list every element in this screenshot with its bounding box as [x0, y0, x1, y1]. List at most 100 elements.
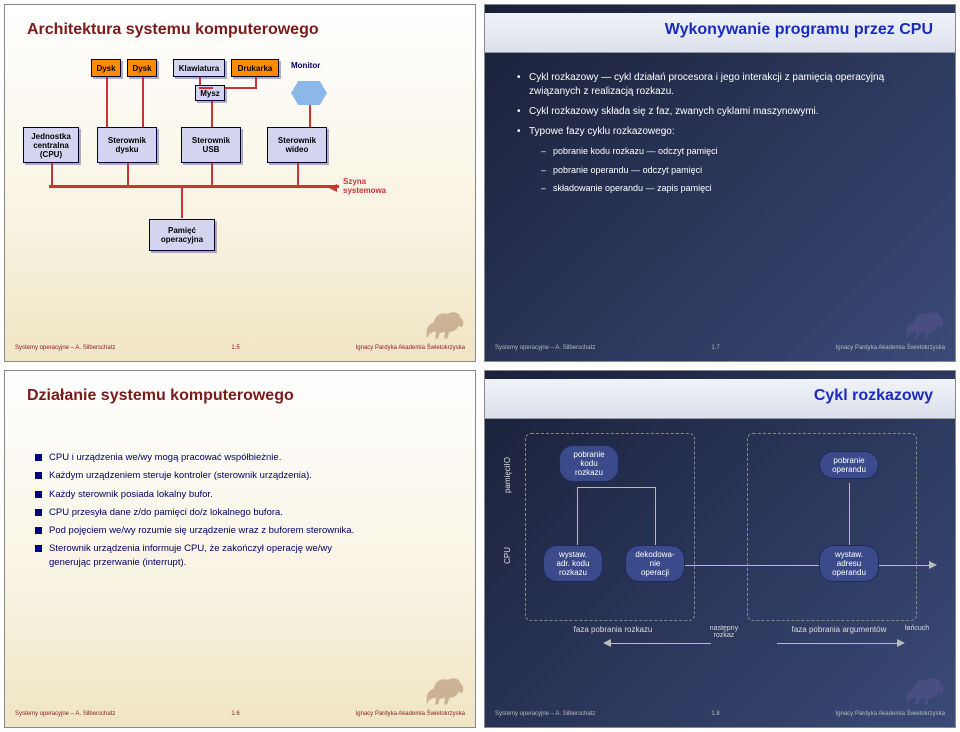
arrowhead [603, 639, 611, 647]
bus-line [49, 185, 339, 188]
line [51, 163, 53, 185]
chain-label: łańcuch [905, 625, 929, 632]
arrowhead [929, 561, 937, 569]
architecture-diagram: Dysk Dysk Klawiatura Drukarka Monitor My… [21, 59, 459, 333]
footer-mid: 1.7 [711, 345, 719, 351]
label-monitor: Monitor [291, 61, 320, 70]
box-dysk1: Dysk [91, 59, 121, 77]
sub-bullet: składowanie operandu — zapis pamięci [541, 182, 923, 195]
line [255, 77, 257, 87]
node-dekodowanie: dekodowa-nieoperacji [625, 545, 685, 582]
footer-left: Systemy operacyjne – A. Silberschatz [15, 345, 115, 351]
slide-content: CPU i urządzenia we/wy mogą pracować wsp… [35, 451, 375, 699]
line [297, 163, 299, 185]
node-pobranie-kodu: pobraniekodurozkazu [559, 445, 619, 482]
node-wystaw-adr-kodu: wystaw.adr. kodurozkazu [543, 545, 603, 582]
footer-mid: 1.6 [231, 711, 239, 717]
arrow [655, 487, 656, 545]
box-cpu: Jednostka centralna (CPU) [23, 127, 79, 163]
footer-left: Systemy operacyjne – A. Silberschatz [15, 711, 115, 717]
line [181, 188, 183, 218]
line [142, 77, 144, 127]
line [309, 105, 311, 127]
slide-instruction-cycle: Cykl rozkazowy pamięciIO CPU pobraniekod… [484, 370, 956, 728]
slide-content: pamięciIO CPU pobraniekodurozkazu pobran… [501, 425, 939, 699]
slide-footer: Systemy operacyjne – A. Silberschatz 1.6… [5, 707, 475, 721]
footer-right: Ignacy Pardyka Akademia Świetokrzyska [356, 345, 465, 351]
footer-right: Ignacy Pardyka Akademia Świetokrzyska [356, 711, 465, 717]
box-klawiatura: Klawiatura [173, 59, 225, 77]
arrow [577, 487, 578, 545]
phase-right-label: faza pobrania argumentów [779, 625, 899, 634]
node-pobranie-operandu: pobranieoperandu [819, 451, 879, 479]
box-sterownik-usb: Sterownik USB [181, 127, 241, 163]
box-sterownik-wideo: Sterownik wideo [267, 127, 327, 163]
line [199, 87, 213, 89]
phase-left-label: faza pobrania rozkazu [553, 625, 673, 634]
pam-l2: operacyjna [161, 235, 203, 244]
slide-system-operation: Działanie systemu komputerowego CPU i ur… [4, 370, 476, 728]
arrow [685, 565, 819, 566]
slide-footer: Systemy operacyjne – A. Silberschatz 1.8… [485, 707, 955, 721]
box-dysk2: Dysk [127, 59, 157, 77]
swideo-l1: Sterownik [278, 136, 316, 145]
footer-left: Systemy operacyjne – A. Silberschatz [495, 345, 595, 351]
swideo-l2: wideo [286, 145, 309, 154]
line [211, 163, 213, 185]
bullet-list: CPU i urządzenia we/wy mogą pracować wsp… [35, 451, 375, 569]
slide-content: Dysk Dysk Klawiatura Drukarka Monitor My… [21, 59, 459, 333]
slide-footer: Systemy operacyjne – A. Silberschatz 1.7… [485, 341, 955, 355]
next-label: następnyrozkaz [699, 625, 749, 639]
dino-icon [901, 307, 949, 343]
dino-icon [901, 673, 949, 709]
box-drukarka: Drukarka [231, 59, 279, 77]
line [199, 77, 201, 85]
cycle-diagram: pamięciIO CPU pobraniekodurozkazu pobran… [501, 425, 939, 699]
bullet: Każdym urządzeniem steruje kontroler (st… [35, 469, 375, 482]
sdysk-l1: Sterownik [108, 136, 146, 145]
line [225, 87, 257, 89]
side-label-pamiec: pamięciIO [503, 445, 512, 505]
dino-icon [421, 307, 469, 343]
arrow [577, 487, 655, 488]
susb-l1: Sterownik [192, 136, 230, 145]
slide-title: Wykonywanie programu przez CPU [665, 21, 933, 39]
line [211, 101, 213, 127]
node-wystaw-adr-operandu: wystaw.adresuoperandu [819, 545, 879, 582]
footer-right: Ignacy Pardyka Akademia Świetokrzyska [836, 711, 945, 717]
box-sterownik-dysku: Sterownik dysku [97, 127, 157, 163]
slide-content: Cykl rozkazowy — cykl działań procesora … [501, 59, 939, 333]
bullet: Cykl rozkazowy składa się z faz, zwanych… [517, 105, 923, 119]
box-pamiec: Pamięć operacyjna [149, 219, 215, 251]
cpu-l1: Jednostka [31, 132, 71, 141]
pam-l1: Pamięć [168, 226, 196, 235]
slide-title: Cykl rozkazowy [814, 387, 933, 405]
arrow [849, 483, 850, 545]
sub-bullet: pobranie operandu — odczyt pamięci [541, 164, 923, 177]
dino-icon [421, 673, 469, 709]
monitor-shape [291, 81, 327, 105]
bullet: Cykl rozkazowy — cykl działań procesora … [517, 71, 923, 99]
footer-right: Ignacy Pardyka Akademia Świetokrzyska [836, 345, 945, 351]
slide-cpu-exec: Wykonywanie programu przez CPU Cykl rozk… [484, 4, 956, 362]
slide-footer: Systemy operacyjne – A. Silberschatz 1.5… [5, 341, 475, 355]
footer-mid: 1.8 [711, 711, 719, 717]
bullet: Pod pojęciem we/wy rozumie się urządzeni… [35, 524, 375, 537]
bus-label: Szyna systemowa [343, 177, 386, 195]
side-label-cpu: CPU [503, 535, 512, 575]
arrow [879, 565, 929, 566]
slide-architecture: Architektura systemu komputerowego Dysk … [4, 4, 476, 362]
arrow [611, 643, 711, 644]
arrowhead [897, 639, 905, 647]
susb-l2: USB [203, 145, 220, 154]
footer-left: Systemy operacyjne – A. Silberschatz [495, 711, 595, 717]
line [127, 163, 129, 185]
arrow [777, 643, 897, 644]
bullet: Sterownik urządzenia informuje CPU, że z… [35, 542, 375, 569]
cpu-l2: centralna [33, 141, 69, 150]
bullet: Typowe fazy cyklu rozkazowego: [517, 125, 923, 139]
bullet-list: Cykl rozkazowy — cykl działań procesora … [501, 59, 939, 213]
slide-title: Działanie systemu komputerowego [27, 387, 294, 405]
cpu-l3: (CPU) [40, 150, 62, 159]
bullet: CPU i urządzenia we/wy mogą pracować wsp… [35, 451, 375, 464]
